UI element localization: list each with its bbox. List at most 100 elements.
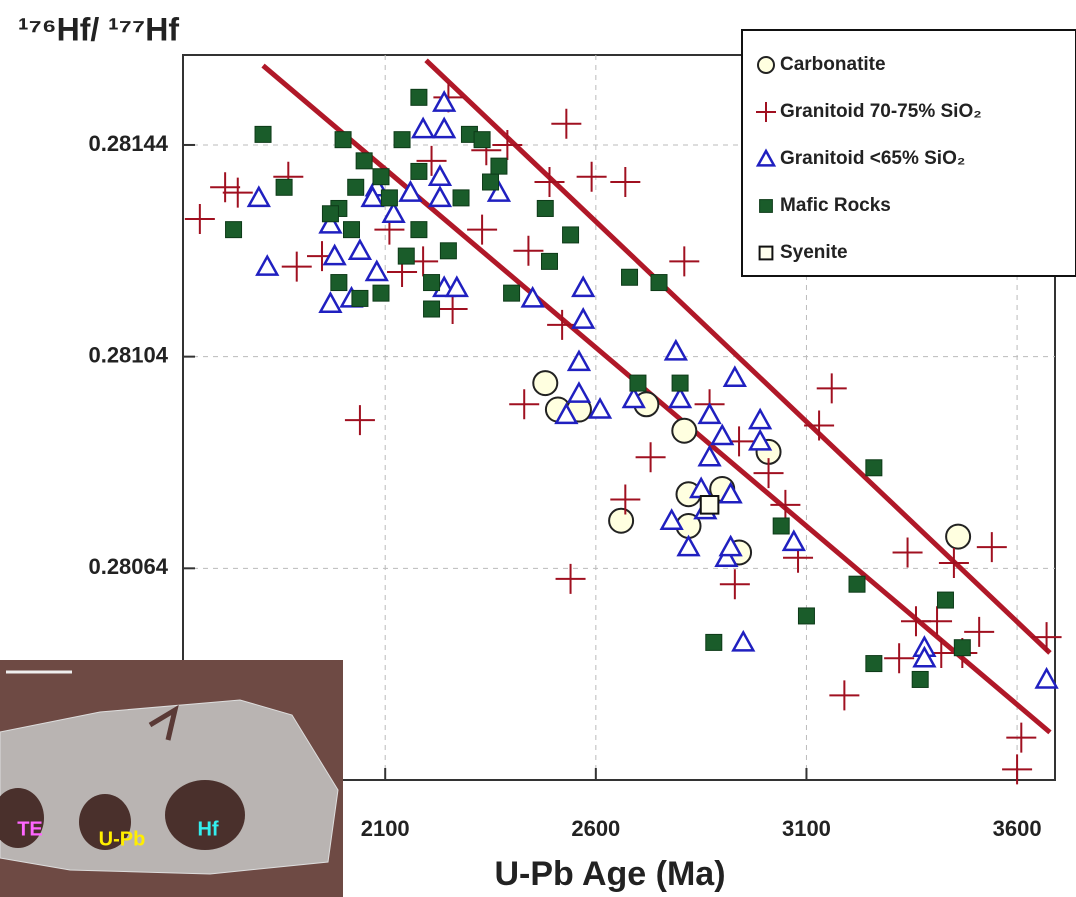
point-square [650, 274, 668, 292]
point-triangle [1034, 666, 1059, 689]
point-plus [416, 145, 447, 176]
point-square [351, 289, 369, 307]
point-triangle [432, 116, 457, 139]
point-plus [513, 235, 544, 266]
point-triangle [554, 402, 579, 425]
point-triangle [718, 534, 743, 557]
point-plus [884, 643, 915, 674]
point-square [330, 274, 348, 292]
legend-label: Carbonatite [780, 54, 886, 75]
legend: Carbonatite Granitoid 70-75% SiO₂ Granitoi… [741, 29, 1076, 277]
point-plus [509, 389, 540, 420]
point-triangle [486, 180, 512, 202]
legend-marker [759, 199, 773, 213]
point-plus [770, 489, 801, 520]
point-triangle [410, 116, 436, 139]
legend-label: Syenite [780, 242, 848, 263]
point-triangle [381, 201, 406, 224]
point-square [705, 633, 723, 651]
point-square [343, 221, 361, 239]
point-square [410, 162, 428, 180]
point-square [452, 189, 470, 207]
point-plus [210, 172, 241, 203]
legend-label: Granitoid <65% SiO₂ [780, 148, 965, 169]
inset-image: TE U-Pb Hf [0, 660, 343, 897]
point-square [275, 178, 293, 196]
point-plus [938, 548, 969, 579]
inset-label: U-Pb [99, 828, 146, 850]
point-square [410, 221, 428, 239]
x-tick-label: 3600 [993, 816, 1042, 841]
point-square [225, 221, 243, 239]
point-square [439, 242, 457, 260]
point-plus [804, 410, 835, 441]
point-square [936, 591, 954, 609]
legend-marker [755, 148, 777, 167]
point-plus [892, 537, 923, 568]
point-square [911, 670, 929, 688]
point-triangle [676, 534, 701, 557]
point-square [848, 575, 866, 593]
point-triangle [571, 307, 596, 329]
point-plus [719, 569, 750, 600]
marks [184, 82, 1062, 785]
point-square [629, 374, 647, 392]
point-square [699, 495, 720, 515]
point-square [380, 189, 398, 207]
point-circle [532, 370, 559, 397]
point-square [865, 459, 883, 477]
point-triangle [710, 423, 735, 446]
point-plus [669, 246, 700, 277]
point-plus [610, 484, 641, 515]
point-square [393, 131, 411, 149]
point-triangle [659, 508, 684, 530]
point-square [423, 274, 441, 292]
point-plus [964, 616, 995, 647]
point-plus [437, 294, 468, 325]
point-plus [829, 680, 860, 711]
reference-line [424, 58, 1052, 655]
x-tick-label: 2100 [361, 816, 410, 841]
point-square [410, 88, 428, 106]
point-square [503, 284, 521, 302]
point-triangle [722, 365, 747, 388]
point-plus [534, 167, 565, 198]
point-triangle [255, 254, 280, 276]
point-triangle [718, 481, 743, 504]
point-triangle [398, 180, 423, 202]
point-circle [671, 417, 698, 444]
point-triangle [781, 529, 806, 552]
point-square [397, 247, 415, 265]
point-triangle [246, 185, 271, 208]
point-triangle [663, 338, 688, 361]
point-square [671, 374, 689, 392]
point-square [347, 178, 365, 196]
point-plus [610, 167, 641, 198]
legend-marker [758, 245, 774, 261]
point-triangle [427, 164, 453, 186]
point-plus [1006, 722, 1037, 753]
point-triangle [520, 285, 545, 308]
point-square [865, 655, 883, 673]
point-square [562, 226, 580, 244]
point-square [540, 252, 558, 270]
point-plus [900, 606, 931, 637]
inset-pit [165, 780, 245, 850]
legend-box [741, 29, 1076, 277]
point-plus [281, 251, 312, 282]
point-plus [555, 563, 586, 594]
point-triangle [697, 444, 722, 467]
inset-pit [0, 788, 44, 848]
point-square [772, 517, 790, 535]
point-triangle [571, 275, 596, 298]
point-plus [753, 458, 784, 489]
series [699, 495, 720, 515]
point-triangle [347, 238, 373, 261]
point-triangle [747, 428, 773, 451]
point-triangle [318, 211, 343, 234]
x-tick-label: 2600 [571, 816, 620, 841]
point-triangle [444, 275, 469, 298]
point-square [321, 205, 339, 223]
point-plus [184, 204, 215, 235]
